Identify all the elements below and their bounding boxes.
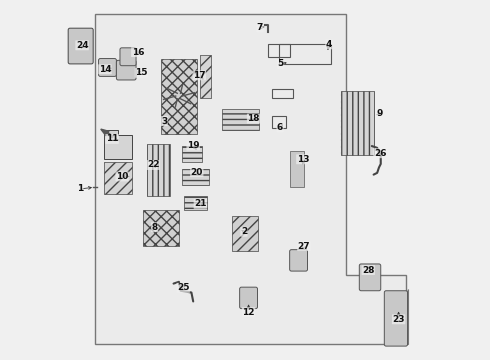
FancyBboxPatch shape: [98, 59, 117, 76]
Polygon shape: [386, 289, 408, 344]
Bar: [268, 44, 290, 57]
Text: 13: 13: [296, 155, 309, 164]
Text: 16: 16: [132, 48, 144, 57]
Text: 25: 25: [177, 283, 190, 292]
Bar: [147, 144, 170, 196]
Text: 24: 24: [76, 41, 88, 50]
Text: 19: 19: [187, 141, 199, 150]
Bar: [182, 169, 209, 185]
Text: 14: 14: [98, 65, 111, 74]
FancyBboxPatch shape: [290, 249, 308, 271]
Bar: [161, 59, 197, 134]
Bar: [290, 152, 304, 187]
Text: 15: 15: [135, 68, 147, 77]
FancyArrow shape: [101, 129, 113, 138]
Bar: [232, 216, 258, 251]
Bar: [200, 55, 211, 98]
Text: 8: 8: [151, 222, 158, 231]
Bar: [104, 162, 132, 194]
Text: 11: 11: [106, 134, 119, 143]
Text: 20: 20: [191, 168, 203, 177]
Text: 9: 9: [376, 109, 383, 118]
Text: 1: 1: [77, 184, 83, 193]
Text: 7: 7: [257, 23, 263, 32]
Bar: [184, 196, 207, 210]
Text: 4: 4: [326, 40, 332, 49]
Text: 22: 22: [147, 161, 159, 170]
FancyBboxPatch shape: [359, 264, 381, 291]
Text: 23: 23: [392, 315, 405, 324]
Text: 3: 3: [161, 117, 168, 126]
Bar: [342, 91, 373, 155]
Polygon shape: [104, 130, 132, 158]
Text: 17: 17: [193, 71, 206, 80]
Bar: [272, 89, 293, 98]
Bar: [272, 116, 286, 128]
Text: 26: 26: [374, 149, 386, 158]
FancyBboxPatch shape: [384, 291, 408, 346]
Text: 27: 27: [297, 242, 310, 251]
Bar: [222, 109, 259, 130]
Text: 2: 2: [241, 227, 247, 236]
Text: 12: 12: [243, 308, 255, 317]
FancyBboxPatch shape: [120, 48, 136, 66]
FancyBboxPatch shape: [117, 60, 136, 80]
Bar: [279, 44, 331, 64]
Text: 10: 10: [116, 172, 128, 181]
Text: 18: 18: [247, 114, 260, 123]
Text: 21: 21: [194, 199, 207, 208]
Text: 5: 5: [278, 59, 284, 68]
FancyBboxPatch shape: [240, 287, 258, 309]
Bar: [182, 146, 202, 162]
Text: 28: 28: [362, 266, 374, 275]
FancyBboxPatch shape: [68, 28, 93, 64]
Text: 6: 6: [277, 123, 283, 132]
Polygon shape: [95, 14, 406, 344]
Bar: [143, 210, 179, 246]
